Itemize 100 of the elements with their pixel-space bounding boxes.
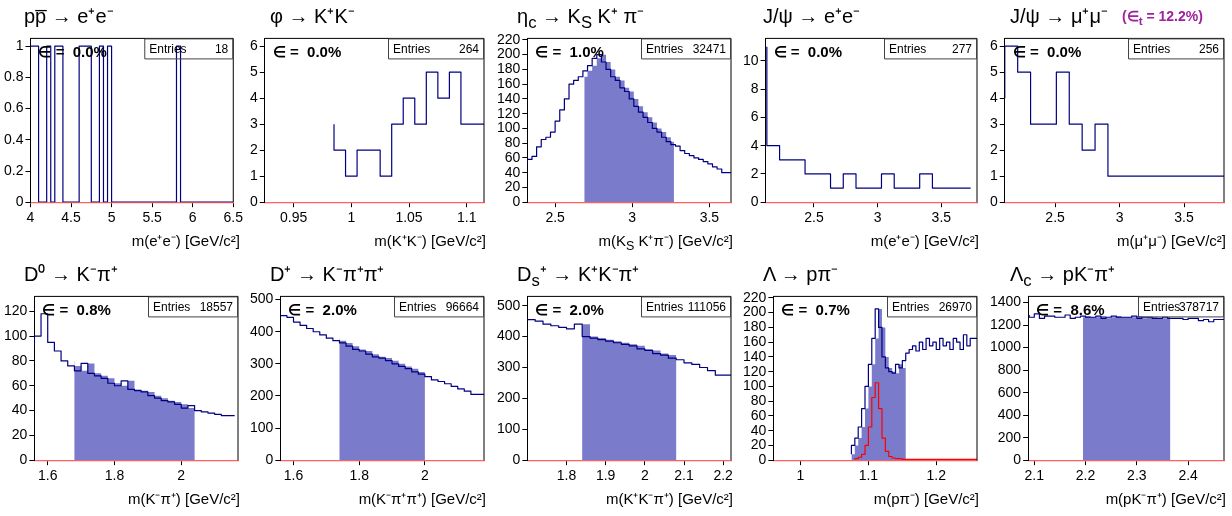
y-tick-label: 60: [11, 376, 28, 393]
y-tick-label: 300: [250, 354, 274, 371]
y-tick-label: 180: [497, 60, 521, 77]
y-tick-label: 500: [497, 296, 521, 313]
x-tick-label: 1: [347, 209, 356, 226]
x-tick-label: 3: [873, 209, 882, 226]
x-tick-label: 4.5: [61, 209, 81, 226]
y-tick-label: 120: [743, 362, 767, 379]
chart-title: η$_{c}$ → K$_{S}$ K⁺ π⁻: [517, 5, 645, 32]
annotation: Entries: [646, 299, 684, 314]
chart-title: Λ$_{c}$ → pK⁻π⁺: [1010, 262, 1116, 291]
y-tick-label: 0: [19, 451, 28, 468]
y-tick-label: 0: [265, 451, 274, 468]
x-tick-label: 2.1: [674, 467, 694, 484]
annotation: ∈ = 0.8%: [42, 300, 111, 318]
chart-title: D$_{s}$⁺ → K⁺K⁻π⁺: [517, 262, 640, 291]
y-tick-label: 400: [497, 327, 521, 344]
x-tick-label: 1.6: [37, 467, 58, 484]
annotation: 18: [214, 41, 229, 56]
y-tick-label: 1: [15, 37, 24, 54]
y-tick-label: 6: [249, 37, 258, 54]
x-tick-label: 1.6: [283, 467, 304, 484]
x-axis-title: m(e⁺e⁻) [GeV/c²]: [131, 231, 240, 250]
annotation: Entries: [399, 299, 437, 314]
y-tick-label: 0: [249, 193, 258, 210]
x-tick-label: 2: [177, 467, 186, 484]
x-tick-label: 5.5: [142, 209, 163, 226]
annotation: Entries: [393, 41, 431, 56]
chart-title: J/ψ → e⁺e⁻: [763, 4, 861, 29]
chart-title: Λ → pπ⁻: [763, 262, 839, 287]
y-tick-label: 200: [997, 428, 1022, 445]
y-tick-label: 40: [504, 163, 521, 180]
annotation: Entries: [892, 299, 930, 314]
y-tick-label: 400: [997, 406, 1022, 423]
x-tick-label: 1.8: [349, 467, 370, 484]
y-tick-label: 1400: [989, 293, 1022, 310]
annotation: ∈ = 0.7%: [781, 300, 850, 318]
x-tick-label: 2.5: [545, 209, 566, 226]
x-axis-title: m(K⁺K⁻π⁺) [GeV/c²]: [605, 489, 733, 508]
y-tick-label: 1200: [989, 315, 1022, 332]
y-tick-label: 120: [497, 104, 521, 121]
y-tick-label: 2: [249, 141, 258, 158]
y-tick-label: 1: [989, 167, 998, 184]
x-axis-title: m(e⁺e⁻) [GeV/c²]: [870, 231, 979, 250]
y-tick-label: 0: [512, 451, 521, 468]
y-tick-label: 5: [249, 63, 258, 80]
y-tick-label: 200: [250, 386, 274, 403]
annotation: 111056: [687, 299, 727, 314]
annotation: ∈ = 0.0%: [773, 42, 843, 60]
x-tick-label: 2.4: [1178, 467, 1199, 484]
y-tick-label: 400: [250, 322, 274, 339]
y-tick-label: 300: [497, 358, 521, 375]
y-tick-label: 5: [989, 63, 998, 80]
y-tick-label: 0.6: [3, 99, 24, 116]
y-tick-label: 100: [497, 420, 521, 437]
x-tick-label: 5: [107, 209, 116, 226]
annotation: 32471: [692, 41, 727, 56]
y-tick-label: 100: [4, 326, 28, 343]
annotation: 18557: [199, 299, 234, 314]
y-tick-label: 0.2: [3, 161, 24, 178]
y-tick-label: 8: [750, 80, 759, 97]
y-tick-label: 100: [250, 418, 274, 435]
y-tick-label: 220: [743, 288, 767, 305]
text: (∈$_{t}$ = 12.2%): [1121, 8, 1203, 28]
annotation: ∈ = 1.0%: [535, 42, 604, 60]
y-tick-label: 140: [743, 347, 767, 364]
annotation: 277: [951, 41, 973, 56]
y-tick-label: 200: [497, 45, 521, 62]
y-tick-label: 20: [504, 178, 521, 195]
y-tick-label: 500: [250, 290, 274, 307]
y-tick-label: 2: [750, 164, 759, 181]
chart-title: D⁰ → K⁻π⁺: [24, 262, 118, 287]
y-tick-label: 80: [11, 351, 28, 368]
annotation: ∈ = 0.0%: [272, 42, 342, 60]
y-tick-label: 6: [750, 108, 759, 125]
annotation: ∈ = 8.6%: [1036, 300, 1105, 318]
y-tick-label: 3: [249, 115, 258, 132]
y-tick-label: 80: [504, 134, 521, 151]
y-tick-label: 600: [997, 383, 1022, 400]
y-tick-label: 3: [989, 115, 998, 132]
x-tick-label: 3.5: [699, 209, 720, 226]
annotation: Entries: [646, 41, 684, 56]
y-tick-label: 80: [750, 392, 767, 409]
x-tick-label: 1.8: [104, 467, 125, 484]
x-axis-title: m(pπ⁻) [GeV/c²]: [873, 489, 979, 508]
x-tick-label: 2: [420, 467, 429, 484]
y-tick-label: 2: [989, 141, 998, 158]
y-tick-label: 180: [743, 318, 767, 335]
y-tick-label: 4: [989, 89, 998, 106]
x-axis-title: m(μ⁺μ⁻) [GeV/c²]: [1117, 231, 1226, 250]
x-tick-label: 1: [796, 467, 805, 484]
y-tick-label: 0: [750, 193, 759, 210]
y-tick-label: 0: [15, 193, 24, 210]
x-tick-label: 3: [1115, 209, 1124, 226]
x-tick-label: 6: [188, 209, 197, 226]
x-tick-label: 2.5: [804, 209, 824, 226]
x-axis-title: m(pK⁻π⁺) [GeV/c²]: [1105, 489, 1226, 508]
y-tick-label: 1: [249, 167, 258, 184]
y-tick-label: 6: [989, 37, 998, 54]
y-tick-label: 160: [743, 333, 767, 350]
